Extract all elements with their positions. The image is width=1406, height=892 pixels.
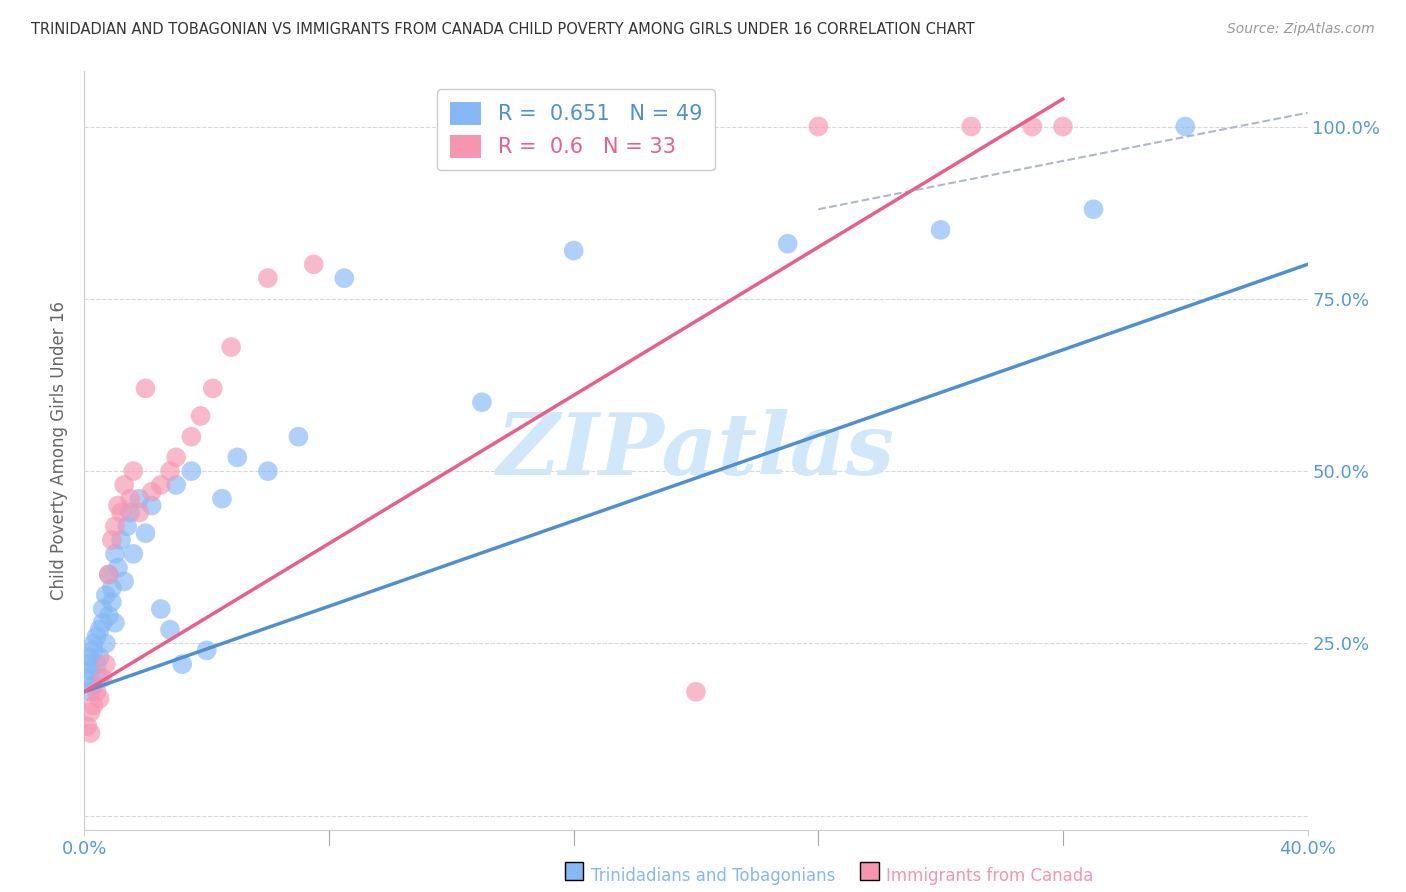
Point	[110, 506, 132, 520]
Point	[333, 271, 356, 285]
Legend: R =  0.651   N = 49, R =  0.6   N = 33: R = 0.651 N = 49, R = 0.6 N = 33	[437, 89, 714, 170]
Point	[1052, 120, 1074, 134]
Point	[110, 533, 132, 547]
Point	[201, 381, 224, 395]
Point	[89, 691, 111, 706]
Text: TRINIDADIAN AND TOBAGONIAN VS IMMIGRANTS FROM CANADA CHILD POVERTY AMONG GIRLS U: TRINIDADIAN AND TOBAGONIAN VS IMMIGRANTS…	[31, 22, 974, 37]
Point	[79, 664, 101, 678]
Point	[79, 726, 101, 740]
Point	[1174, 120, 1197, 134]
Point	[101, 595, 124, 609]
Point	[141, 484, 163, 499]
Point	[76, 671, 98, 685]
Point	[135, 526, 157, 541]
Point	[122, 464, 145, 478]
Point	[86, 630, 108, 644]
Point	[94, 588, 117, 602]
Point	[86, 684, 108, 698]
Point	[257, 271, 280, 285]
Point	[149, 602, 172, 616]
Point	[83, 636, 105, 650]
Point	[1021, 120, 1043, 134]
Point	[195, 643, 218, 657]
Point	[89, 650, 111, 665]
Point	[128, 491, 150, 506]
Text: Source: ZipAtlas.com: Source: ZipAtlas.com	[1227, 22, 1375, 37]
Point	[89, 623, 111, 637]
Point	[165, 478, 187, 492]
Point	[83, 678, 105, 692]
Text: Trinidadians and Tobagonians: Trinidadians and Tobagonians	[591, 867, 835, 885]
Point	[89, 671, 111, 685]
Point	[302, 257, 325, 271]
Point	[94, 657, 117, 672]
Point	[76, 719, 98, 733]
Point	[101, 582, 124, 596]
Point	[104, 547, 127, 561]
Point	[112, 574, 135, 589]
Point	[91, 602, 114, 616]
Point	[107, 560, 129, 574]
Point	[112, 478, 135, 492]
Y-axis label: Child Poverty Among Girls Under 16: Child Poverty Among Girls Under 16	[51, 301, 69, 600]
Point	[91, 615, 114, 630]
Point	[172, 657, 194, 672]
Point	[104, 615, 127, 630]
Point	[180, 430, 202, 444]
Point	[94, 636, 117, 650]
Point	[180, 464, 202, 478]
Point	[79, 650, 101, 665]
Point	[97, 567, 120, 582]
Point	[86, 657, 108, 672]
Point	[287, 430, 309, 444]
Point	[190, 409, 212, 423]
Point	[562, 244, 585, 258]
Point	[471, 395, 494, 409]
Point	[960, 120, 983, 134]
Point	[107, 499, 129, 513]
Point	[141, 499, 163, 513]
Text: Immigrants from Canada: Immigrants from Canada	[886, 867, 1092, 885]
Point	[776, 236, 799, 251]
Point	[120, 506, 142, 520]
Point	[83, 698, 105, 713]
Point	[929, 223, 952, 237]
Point	[807, 120, 830, 134]
Point	[76, 657, 98, 672]
Point	[128, 506, 150, 520]
Point	[149, 478, 172, 492]
Point	[104, 519, 127, 533]
Point	[159, 623, 181, 637]
Point	[122, 547, 145, 561]
Point	[79, 684, 101, 698]
Point	[1083, 202, 1105, 217]
Point	[97, 567, 120, 582]
Point	[120, 491, 142, 506]
Point	[97, 608, 120, 623]
Point	[211, 491, 233, 506]
Point	[685, 684, 707, 698]
Text: ZIPatlas: ZIPatlas	[496, 409, 896, 492]
Point	[101, 533, 124, 547]
Point	[83, 643, 105, 657]
Point	[165, 450, 187, 465]
Point	[115, 519, 138, 533]
Point	[159, 464, 181, 478]
Point	[226, 450, 249, 465]
Point	[135, 381, 157, 395]
Point	[91, 671, 114, 685]
Point	[257, 464, 280, 478]
Point	[79, 706, 101, 720]
Point	[219, 340, 242, 354]
